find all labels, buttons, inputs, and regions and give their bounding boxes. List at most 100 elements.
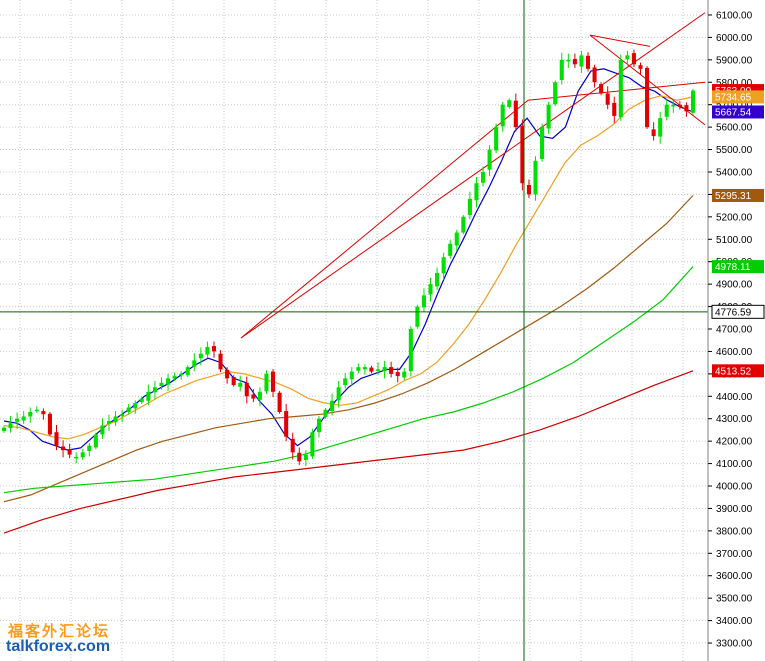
trend-lines <box>240 12 706 339</box>
candle-body <box>408 329 413 372</box>
price-tag-label: 5295.31 <box>715 191 752 202</box>
candle-body <box>664 104 669 117</box>
y-tick-label: 3700.00 <box>716 549 753 560</box>
candle-body <box>507 100 512 107</box>
candle-body <box>454 232 459 246</box>
candle-body <box>251 394 256 399</box>
candle-body <box>172 376 177 379</box>
candle-body <box>330 400 335 412</box>
y-tick-label: 4600.00 <box>716 347 753 358</box>
candle-body <box>126 407 131 412</box>
candle-body <box>441 257 446 274</box>
candle-body <box>106 420 112 424</box>
candle-body <box>395 372 400 377</box>
candle-body <box>494 127 499 151</box>
candle-body <box>238 382 243 387</box>
candle-body <box>225 369 230 379</box>
price-tag-label: 4513.52 <box>715 366 752 377</box>
candle-body <box>198 353 203 359</box>
candle-body <box>185 367 190 376</box>
candle-body <box>690 90 696 113</box>
y-tick-label: 3500.00 <box>716 594 753 605</box>
candle-body <box>192 360 197 367</box>
candle-body <box>21 416 26 421</box>
y-tick-label: 5400.00 <box>716 167 753 178</box>
candle-body <box>599 84 604 94</box>
candle-body <box>264 373 269 392</box>
candle-body <box>205 346 210 355</box>
grid-lines <box>0 0 708 661</box>
candle-body <box>277 392 282 412</box>
candle-body <box>336 387 341 401</box>
price-tag-box <box>712 260 764 274</box>
candle-body <box>133 403 138 409</box>
candle-body <box>218 353 223 370</box>
candle-body <box>47 413 52 435</box>
candle-body <box>375 369 381 371</box>
ma-line-red <box>3 370 694 534</box>
candle-body <box>120 414 125 417</box>
candle-body <box>513 100 518 128</box>
candle-body <box>421 295 426 308</box>
y-tick-label: 3800.00 <box>716 526 753 537</box>
candle-body <box>585 55 591 69</box>
candle-body <box>566 59 571 62</box>
candle-body <box>284 411 289 437</box>
candle-body <box>297 452 302 462</box>
y-tick-label: 3300.00 <box>716 639 753 650</box>
y-tick-label: 5900.00 <box>716 55 753 66</box>
y-tick-label: 3600.00 <box>716 571 753 582</box>
price-tag-label: 5734.65 <box>715 92 752 103</box>
candle-body <box>559 59 564 81</box>
watermark-talkforex: talkforex.com <box>6 638 111 655</box>
y-tick-label: 4900.00 <box>716 280 753 291</box>
candle-body <box>461 216 466 233</box>
price-tag-label: 4978.11 <box>715 262 751 273</box>
candle-body <box>113 416 118 423</box>
candle-body <box>211 346 217 352</box>
candle-body <box>1 427 7 432</box>
y-tick-label: 4700.00 <box>716 325 753 336</box>
price-tag-label: 5667.54 <box>715 107 752 118</box>
watermark-chinese: 福客外汇论坛 <box>8 622 111 640</box>
candle-body <box>651 129 656 137</box>
candle-body <box>179 373 184 376</box>
candle-body <box>87 445 92 452</box>
candle-body <box>671 104 676 107</box>
candle-body <box>677 104 682 107</box>
moving-average-lines <box>3 68 694 534</box>
candle-body <box>389 367 394 374</box>
price-tag-box <box>711 304 765 319</box>
candle-body <box>631 53 636 65</box>
candle-body <box>290 438 295 453</box>
candle-body <box>166 378 171 385</box>
candle-body <box>592 67 597 83</box>
ma-line-long <box>3 195 694 503</box>
candle-body <box>474 183 479 201</box>
y-tick-label: 5800.00 <box>716 78 753 89</box>
candle-body <box>316 418 322 433</box>
candle-body <box>500 104 505 127</box>
candle-body <box>612 102 617 116</box>
candle-body <box>356 367 361 371</box>
y-tick-label: 6000.00 <box>716 33 753 44</box>
candle-body <box>15 418 20 422</box>
candle-body <box>8 423 13 429</box>
candle-body <box>684 105 689 112</box>
y-tick-label: 5200.00 <box>716 212 753 223</box>
y-tick-label: 4100.00 <box>716 459 753 470</box>
y-tick-label: 4000.00 <box>716 482 753 493</box>
y-tick-label: 5500.00 <box>716 145 753 156</box>
candle-body <box>625 55 630 60</box>
candle-body <box>343 378 348 386</box>
ma-line-mid <box>3 95 694 440</box>
candle-body <box>605 93 610 105</box>
candles <box>1 49 696 467</box>
candle-body <box>349 371 354 380</box>
ma-line-green <box>3 266 694 494</box>
candle-body <box>487 149 492 170</box>
candle-body <box>67 449 72 455</box>
candle-body <box>579 55 584 67</box>
candle-body <box>310 432 315 457</box>
candle-body <box>303 454 308 460</box>
